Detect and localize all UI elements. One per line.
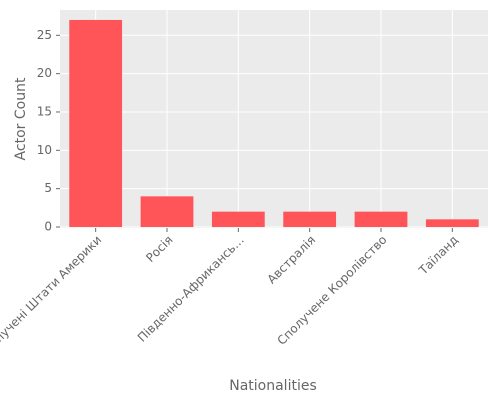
x-axis-title: Nationalities (229, 378, 317, 394)
bar (69, 19, 123, 228)
y-tick-label: 5 (44, 181, 52, 195)
x-tick-label: Росія (143, 233, 175, 265)
y-tick-label: 10 (37, 143, 52, 157)
y-tick-label: 20 (37, 66, 52, 80)
x-tick-label: Таїланд (416, 233, 461, 278)
bar (211, 211, 265, 228)
bar (425, 219, 479, 228)
bar (283, 211, 337, 228)
y-axis-title: Actor Count (13, 77, 29, 160)
x-tick-label: Австралія (264, 233, 318, 287)
y-tick-label: 0 (44, 220, 52, 234)
x-tick-label: Сполучені Штати Америки (0, 233, 104, 362)
bar (140, 196, 194, 228)
plot-panel (60, 10, 488, 228)
bar (354, 211, 408, 228)
y-tick-label: 15 (37, 104, 52, 118)
y-tick-label: 25 (37, 28, 52, 42)
